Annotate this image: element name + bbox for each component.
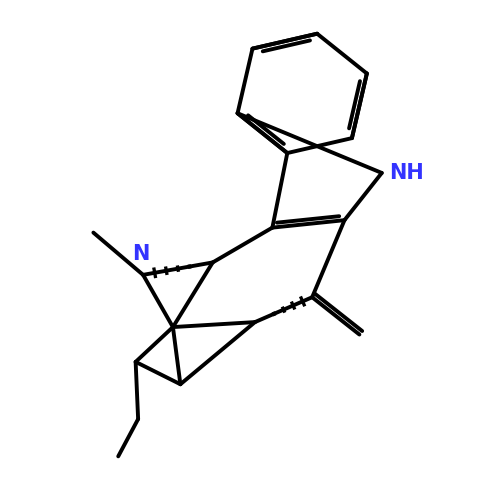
Text: N: N — [132, 244, 150, 264]
Text: NH: NH — [389, 163, 424, 183]
